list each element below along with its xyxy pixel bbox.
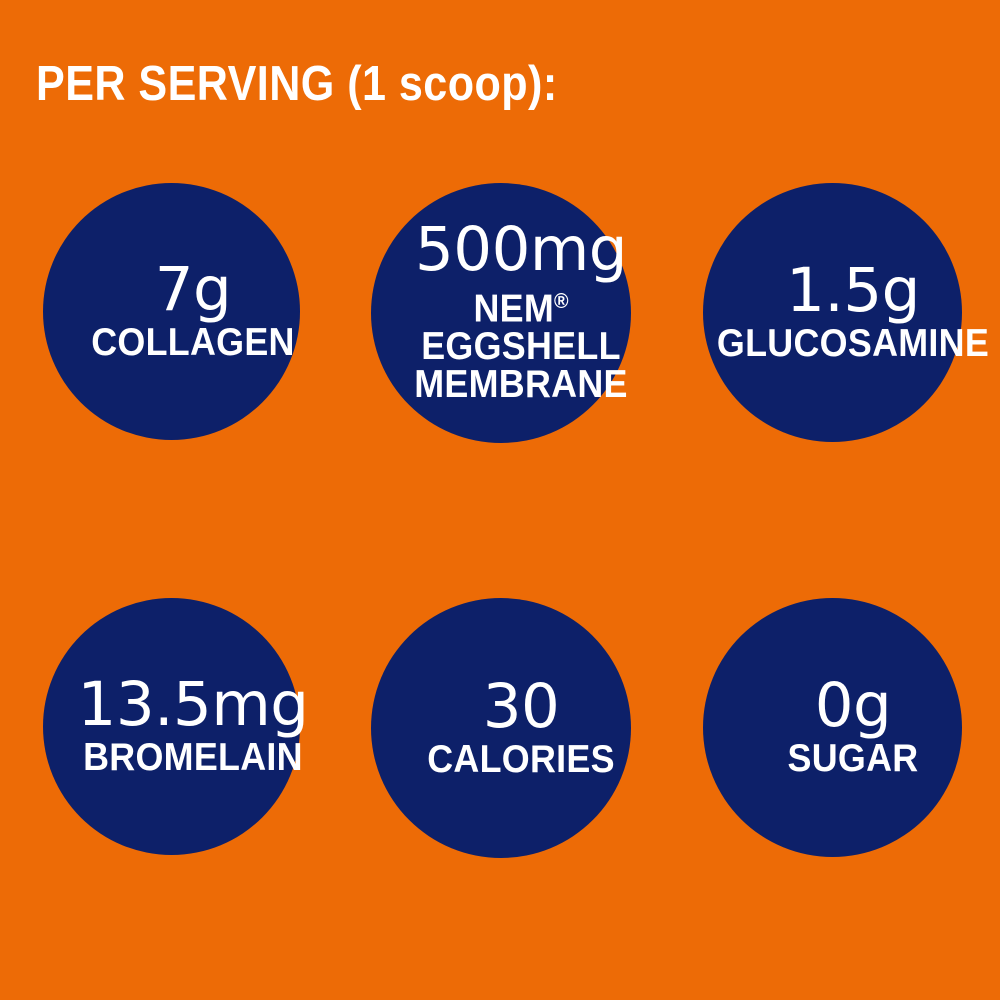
nutrient-label-line-1b: EGGSHELL — [421, 325, 621, 369]
nutrient-bubble-glucosamine: 1.5g GLUCOSAMINE — [703, 183, 989, 442]
nutrient-value: 30 — [482, 670, 560, 742]
bubble-content: 13.5mg BROMELAIN — [43, 669, 343, 779]
bubble-content: 0g SUGAR — [703, 670, 1000, 780]
nutrient-label: COLLAGEN — [91, 321, 295, 364]
nutrient-value: 7g — [154, 254, 232, 325]
nutrient-value: 13.5mg — [77, 669, 309, 740]
nutrient-bubble-sugar: 0g SUGAR — [703, 598, 962, 857]
nutrient-label: GLUCOSAMINE — [716, 322, 990, 365]
nutrient-label: SUGAR — [787, 737, 919, 780]
nutrient-bubble-collagen: 7g COLLAGEN — [43, 183, 300, 440]
nutrient-bubble-calories: 30 CALORIES — [371, 598, 631, 858]
nutrient-value: 0g — [814, 670, 892, 741]
nutrient-label: BROMELAIN — [83, 736, 303, 779]
nutrient-value: 1.5g — [786, 255, 920, 326]
nutrient-bubble-bromelain: 13.5mg BROMELAIN — [43, 598, 309, 855]
nutrient-value: 500mg — [414, 213, 628, 285]
bubble-content: 1.5g GLUCOSAMINE — [703, 255, 1000, 365]
page-title: PER SERVING (1 scoop): — [36, 57, 558, 111]
nutrient-label: NEM® EGGSHELL MEMBRANE — [383, 282, 659, 404]
bubble-content: 7g COLLAGEN — [43, 254, 343, 364]
nutrient-label-line-1: NEM — [473, 287, 555, 331]
nutrient-label-line-2: MEMBRANE — [414, 363, 628, 407]
nutrient-bubble-eggshell-membrane: 500mg NEM® EGGSHELL MEMBRANE — [371, 183, 631, 443]
nutrient-label: CALORIES — [427, 737, 615, 781]
registered-trademark-icon: ® — [554, 288, 569, 313]
bubble-content: 500mg NEM® EGGSHELL MEMBRANE — [371, 213, 671, 404]
bubble-content: 30 CALORIES — [371, 670, 671, 781]
